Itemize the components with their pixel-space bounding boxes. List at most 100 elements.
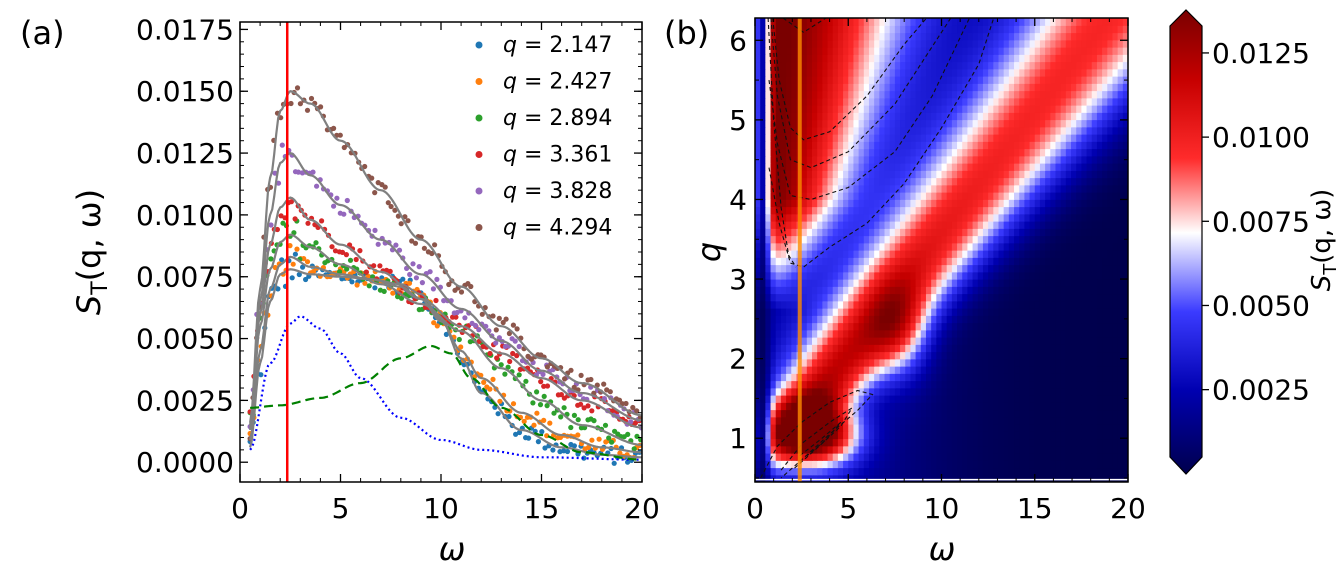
heatmap-cell <box>827 409 834 418</box>
heatmap-cell <box>972 213 979 222</box>
heatmap-cell <box>1117 467 1124 476</box>
heatmap-cell <box>998 134 1005 142</box>
heatmap-cell <box>1045 380 1051 389</box>
heatmap-cell <box>1019 409 1025 418</box>
heatmap-cell <box>827 416 834 425</box>
heatmap-cell <box>1091 286 1098 295</box>
heatmap-cell <box>993 221 1000 229</box>
heatmap-cell <box>1091 387 1098 396</box>
heatmap-cell <box>1045 221 1051 229</box>
heatmap-cell <box>801 119 808 128</box>
data-point <box>494 355 500 361</box>
heatmap-cell <box>967 344 974 353</box>
heatmap-cell <box>817 105 823 113</box>
heatmap-cell <box>1024 250 1031 258</box>
heatmap-cell <box>988 453 994 461</box>
heatmap-cell <box>1019 431 1025 440</box>
heatmap-cell <box>972 416 979 425</box>
heatmap-cell <box>1019 395 1025 403</box>
heatmap-cell <box>1050 438 1057 447</box>
heatmap-cell <box>988 119 994 128</box>
heatmap-cell <box>1112 126 1119 135</box>
heatmap-cell <box>1024 453 1031 461</box>
data-point <box>523 378 529 384</box>
heatmap-cell <box>931 68 937 77</box>
heatmap-cell <box>967 163 974 171</box>
heatmap-cell <box>1076 83 1082 92</box>
heatmap-cell <box>982 474 989 482</box>
heatmap-cell <box>967 453 974 461</box>
heatmap-cell <box>817 329 823 338</box>
heatmap-cell <box>863 264 870 273</box>
heatmap-cell <box>868 358 875 367</box>
heatmap-cell <box>780 344 787 353</box>
data-point <box>301 256 307 262</box>
heatmap-cell <box>1096 235 1103 244</box>
heatmap-cell <box>920 213 927 222</box>
heatmap-cell <box>931 337 937 345</box>
heatmap-cell <box>827 315 834 324</box>
heatmap-cell <box>1086 402 1093 411</box>
heatmap-cell <box>1112 155 1119 164</box>
heatmap-cell <box>1060 424 1067 432</box>
heatmap-cell <box>843 315 849 324</box>
heatmap-cell <box>915 344 922 353</box>
heatmap-cell <box>786 293 792 302</box>
heatmap-cell <box>1019 293 1025 302</box>
heatmap-cell <box>1003 141 1010 150</box>
heatmap-cell <box>1122 431 1128 440</box>
heatmap-cell <box>998 445 1005 454</box>
heatmap-cell <box>1112 329 1119 338</box>
heatmap-cell <box>1117 250 1124 258</box>
heatmap-cell <box>853 213 860 222</box>
heatmap-cell <box>755 242 761 251</box>
heatmap-cell <box>1039 76 1046 84</box>
heatmap-cell <box>957 358 963 367</box>
data-point <box>295 169 301 175</box>
heatmap-cell <box>1096 424 1103 432</box>
heatmap-cell <box>806 206 813 215</box>
heatmap-cell <box>972 279 979 287</box>
heatmap-cell <box>920 264 927 273</box>
heatmap-cell <box>863 76 870 84</box>
heatmap-cell <box>946 293 953 302</box>
heatmap-cell <box>1055 257 1062 266</box>
heatmap-cell <box>786 279 792 287</box>
heatmap-cell <box>1091 105 1098 113</box>
heatmap-cell <box>1091 460 1098 469</box>
heatmap-cell <box>786 170 792 179</box>
heatmap-cell <box>837 68 844 77</box>
heatmap-cell <box>925 199 932 208</box>
heatmap-cell <box>863 416 870 425</box>
heatmap-cell <box>905 380 912 389</box>
heatmap-cell <box>894 264 901 273</box>
heatmap-cell <box>920 177 927 186</box>
heatmap-cell <box>905 242 912 251</box>
heatmap-cell <box>1014 134 1020 142</box>
heatmap-cell <box>1029 431 1036 440</box>
heatmap-cell <box>1096 293 1103 302</box>
heatmap-cell <box>951 474 958 482</box>
heatmap-cell <box>967 97 974 106</box>
heatmap-cell <box>837 366 844 374</box>
heatmap-cell <box>1050 322 1057 331</box>
heatmap-cell <box>1055 279 1062 287</box>
heatmap-cell <box>832 445 839 454</box>
heatmap-cell <box>962 119 968 128</box>
heatmap-cell <box>1060 358 1067 367</box>
heatmap-cell <box>1065 242 1072 251</box>
heatmap-cell <box>827 467 834 476</box>
heatmap-cell <box>853 170 860 179</box>
heatmap-cell <box>941 380 948 389</box>
heatmap-cell <box>1039 90 1046 99</box>
heatmap-cell <box>1071 286 1077 295</box>
heatmap-cell <box>775 228 782 237</box>
heatmap-cell <box>765 126 772 135</box>
heatmap-cell <box>1071 344 1077 353</box>
heatmap-cell <box>801 90 808 99</box>
heatmap-cell <box>951 438 958 447</box>
heatmap-cell <box>1122 242 1128 251</box>
heatmap-cell <box>1107 337 1114 345</box>
heatmap-cell <box>822 119 829 128</box>
heatmap-cell <box>1019 242 1025 251</box>
